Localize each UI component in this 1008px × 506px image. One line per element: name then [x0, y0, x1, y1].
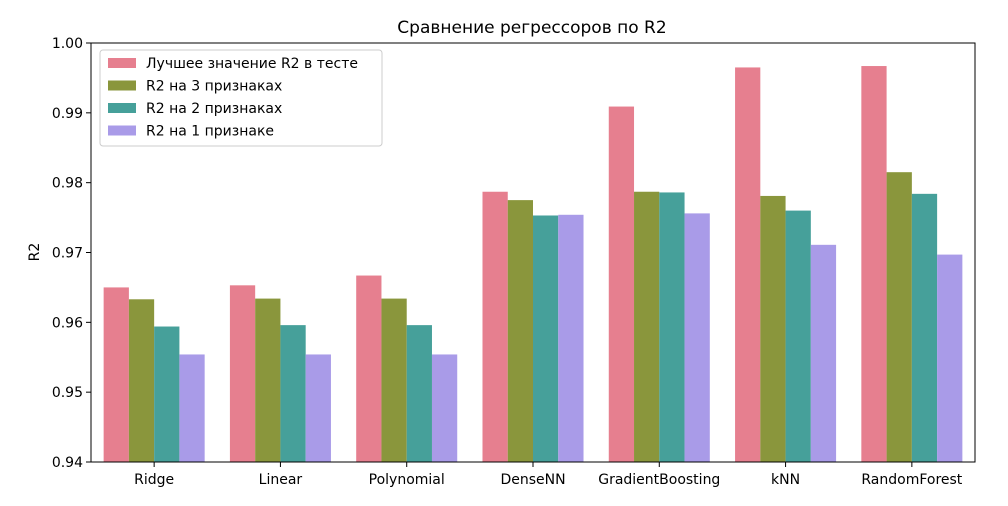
- bars-group: [103, 66, 963, 463]
- legend: Лучшее значение R2 в тесте R2 на 3 призна…: [99, 49, 383, 147]
- y-tick-label: 0.99: [52, 106, 83, 122]
- x-tick-label: Polynomial: [369, 472, 445, 488]
- bar-polynomial-series-2: [381, 298, 407, 462]
- y-tick-label: 0.97: [52, 246, 83, 262]
- bar-polynomial-series-4: [431, 354, 458, 462]
- plot-frame: [90, 42, 976, 463]
- bar-knn-series-4: [810, 244, 837, 462]
- legend-swatch: [108, 58, 136, 68]
- bar-polynomial-series-3: [406, 325, 432, 462]
- chart-title: Сравнение регрессоров по R2: [397, 18, 666, 38]
- bar-gradientboosting-series-2: [634, 191, 660, 463]
- legend-label: Лучшее значение R2 в тесте: [146, 56, 358, 72]
- bar-linear-series-2: [255, 298, 281, 462]
- bar-ridge-series-1: [103, 287, 129, 462]
- y-tick-label: 1.00: [52, 36, 83, 52]
- bar-ridge-series-2: [128, 299, 155, 462]
- bar-densenn-series-4: [558, 214, 584, 462]
- legend-label: R2 на 3 признаках: [146, 79, 282, 95]
- bar-linear-series-3: [280, 325, 306, 462]
- y-tick-label: 0.94: [52, 455, 83, 471]
- bar-gradientboosting-series-3: [659, 192, 685, 462]
- x-tick-label: Ridge: [134, 472, 174, 488]
- y-tick-label: 0.98: [52, 176, 83, 192]
- bar-ridge-series-4: [179, 354, 205, 462]
- y-tick-label: 0.95: [52, 385, 83, 401]
- bar-knn-series-3: [785, 210, 811, 462]
- bar-densenn-series-3: [533, 215, 559, 462]
- bar-linear-series-4: [305, 354, 331, 462]
- y-axis: 0.94 0.95 0.96 0.97 0.98 0.99 1.00: [52, 36, 91, 471]
- x-tick-label: DenseNN: [500, 472, 565, 488]
- bar-polynomial-series-1: [356, 275, 382, 462]
- x-tick-label: GradientBoosting: [598, 472, 720, 488]
- bar-densenn-series-2: [507, 200, 533, 462]
- legend-label: R2 на 2 признаках: [146, 101, 282, 117]
- bar-gradientboosting-series-1: [608, 106, 635, 463]
- bar-randomforest-series-3: [911, 193, 938, 462]
- legend-swatch: [108, 125, 136, 136]
- bar-randomforest-series-2: [886, 172, 912, 462]
- bar-knn-series-2: [760, 195, 786, 462]
- bar-knn-series-1: [735, 67, 761, 462]
- x-tick-label: kNN: [771, 472, 800, 488]
- x-axis: Ridge Linear Polynomial DenseNN GradientBoos…: [134, 462, 963, 488]
- legend-label: R2 на 1 признаке: [146, 124, 274, 140]
- bar-randomforest-series-1: [861, 66, 887, 462]
- legend-box: [99, 49, 383, 147]
- legend-swatch: [108, 80, 136, 91]
- y-axis-label: R2: [27, 243, 43, 262]
- y-tick-label: 0.96: [52, 315, 83, 331]
- bar-ridge-series-3: [154, 326, 180, 462]
- bar-gradientboosting-series-4: [684, 213, 710, 462]
- legend-swatch: [108, 103, 136, 113]
- x-tick-label: RandomForest: [861, 472, 962, 488]
- bar-randomforest-series-4: [937, 254, 963, 462]
- x-tick-label: Linear: [259, 472, 303, 488]
- bar-densenn-series-1: [482, 191, 508, 463]
- bar-linear-series-1: [229, 285, 256, 462]
